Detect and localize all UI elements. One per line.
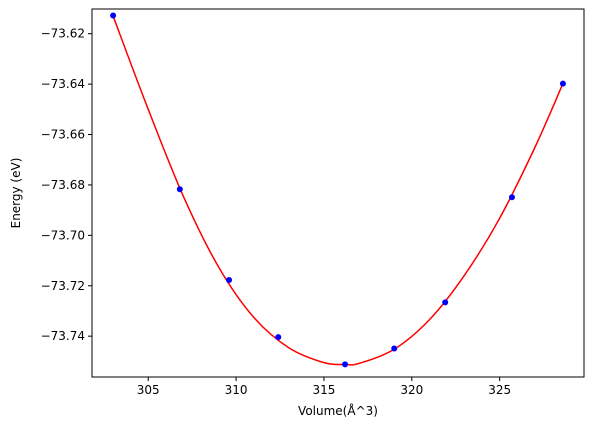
- data-point: [226, 276, 233, 283]
- series-layer: [110, 12, 566, 368]
- data-point: [391, 345, 398, 352]
- y-tick-label: −73.68: [41, 178, 85, 192]
- data-point: [559, 80, 566, 87]
- plot-frame: [91, 8, 585, 378]
- y-tick-label: −73.74: [41, 329, 85, 343]
- x-tick-label: 305: [137, 383, 160, 397]
- y-tick-label: −73.72: [41, 279, 85, 293]
- x-tick-label: 320: [400, 383, 423, 397]
- data-point: [508, 194, 515, 201]
- data-point: [342, 361, 349, 368]
- y-tick-label: −73.64: [41, 77, 85, 91]
- x-tick-label: 310: [225, 383, 248, 397]
- plot-area: 305 310 315 320 325 −73.62 −73.64 −73.66 −73.68…: [41, 8, 585, 397]
- data-point: [110, 12, 117, 19]
- y-tick-label: −73.70: [41, 228, 85, 242]
- y-axis-ticks: −73.62 −73.64 −73.66 −73.68 −73.70 −73.72 −73.…: [41, 27, 92, 343]
- x-tick-label: 325: [488, 383, 511, 397]
- x-axis-ticks: 305 310 315 320 325: [137, 377, 511, 397]
- x-axis-label: Volume(Å^3): [298, 403, 378, 418]
- y-tick-label: −73.62: [41, 27, 85, 41]
- x-tick-label: 315: [312, 383, 335, 397]
- data-point: [442, 299, 449, 306]
- data-point: [176, 186, 183, 193]
- data-point: [275, 334, 282, 341]
- y-tick-label: −73.66: [41, 128, 85, 142]
- y-axis-label: Energy (eV): [9, 158, 23, 229]
